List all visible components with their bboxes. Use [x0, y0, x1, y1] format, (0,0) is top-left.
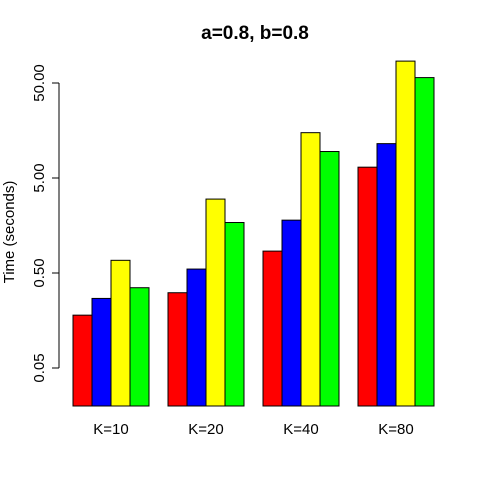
- bar-k80-series-1: [357, 166, 378, 407]
- y-tick-label-2: 5.00: [31, 163, 48, 192]
- category-labels: K=10 K=20 K=40 K=80: [93, 421, 413, 438]
- bars-group: [72, 60, 435, 407]
- bar-k20-series-3: [205, 198, 226, 407]
- bar-k80-series-2: [376, 143, 397, 407]
- bar-k10-series-1: [72, 314, 93, 407]
- category-label-1: K=10: [93, 421, 128, 438]
- category-label-3: K=40: [283, 421, 318, 438]
- category-label-2: K=20: [188, 421, 223, 438]
- bar-k10-series-2: [91, 297, 112, 407]
- bar-k40-series-2: [281, 219, 302, 407]
- y-tick-label-0: 0.05: [31, 353, 48, 382]
- y-tick-label-1: 0.50: [31, 258, 48, 287]
- y-axis-ticks: 0.05 0.50 5.00 50.00: [31, 64, 59, 383]
- bar-k20-series-4: [224, 222, 245, 407]
- bar-k20-series-2: [186, 268, 207, 407]
- bar-k40-series-3: [300, 132, 321, 407]
- bar-k40-series-4: [319, 151, 340, 407]
- bar-k10-series-4: [129, 287, 150, 407]
- bar-k80-series-3: [395, 60, 416, 407]
- bar-k10-series-3: [110, 259, 131, 407]
- bar-k80-series-4: [414, 77, 435, 407]
- y-tick-label-3: 50.00: [31, 64, 48, 102]
- bar-k20-series-1: [167, 292, 188, 407]
- y-axis-label: Time (seconds): [1, 181, 18, 284]
- category-label-4: K=80: [378, 421, 413, 438]
- chart-title: a=0.8, b=0.8: [201, 23, 309, 44]
- bar-k40-series-1: [262, 250, 283, 407]
